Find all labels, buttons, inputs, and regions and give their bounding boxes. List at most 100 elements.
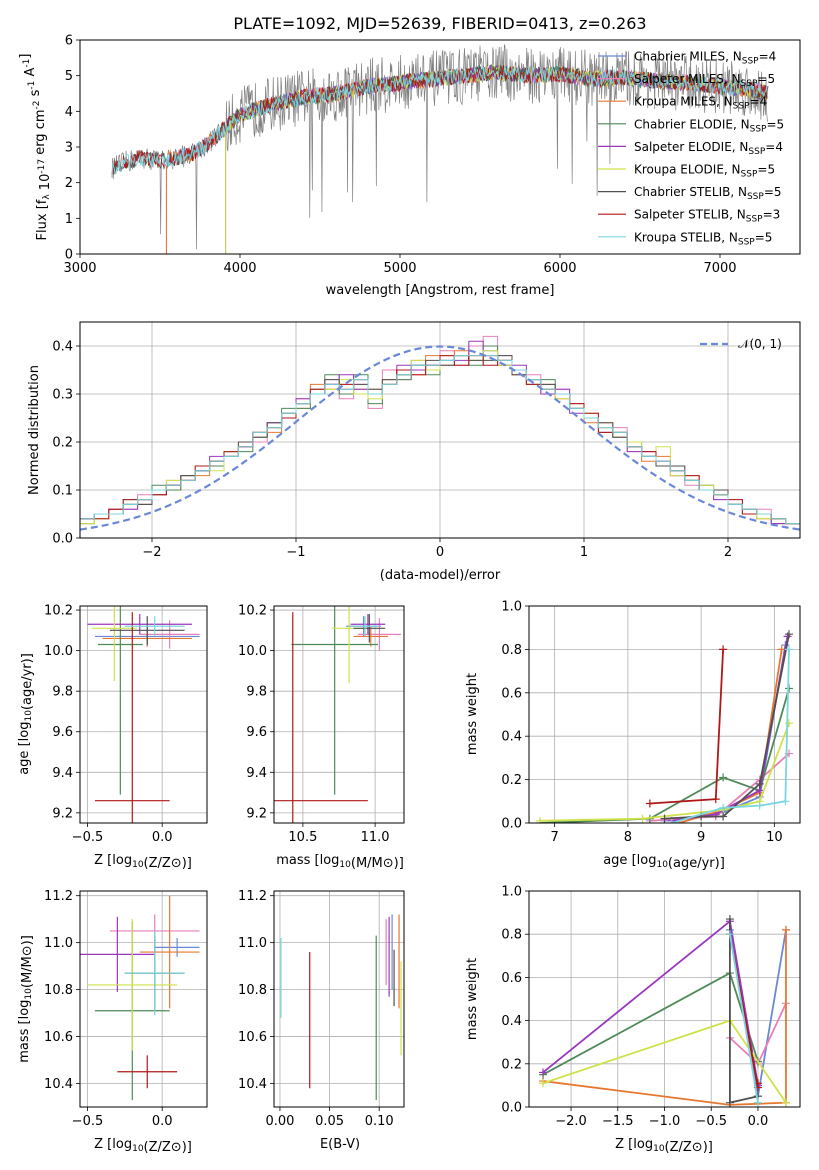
weight-vs-z-ylabel-part: mass weight <box>465 958 480 1040</box>
mass-vs-z-panel: −0.5 0.0 10.4 10.6 10.8 11.0 11.2 <box>44 889 208 1129</box>
mass-vs-z-ylabel-part: (M/M⊙)] <box>20 935 35 988</box>
weight-vs-age-ylabel: mass weight <box>465 673 480 755</box>
legend-entry-sub: SSP <box>741 170 758 180</box>
weight-vs-age-lines <box>535 630 794 823</box>
age-vs-mass-ytick-label: 10.2 <box>238 604 267 619</box>
age-vs-z-xlabel: Z [log10(Z/Z⊙)] <box>94 853 192 871</box>
age-vs-z-ylabel-sub: 10 <box>24 710 34 722</box>
spectrum-panel: 3000 4000 5000 6000 7000 0 1 2 3 4 5 6 Chabrier MILE… <box>63 34 801 276</box>
residuals-xtick-label: 0 <box>436 545 444 560</box>
weight-marker <box>781 797 790 806</box>
weight-vs-z-ytick-label: 0.4 <box>501 1014 522 1029</box>
mass-vs-z-ylabel-part: mass [ <box>17 1019 32 1062</box>
legend-entry-sub: SSP <box>746 215 763 225</box>
weight-vs-age-xtick-label: 10 <box>766 830 783 845</box>
legend-entry-sub: SSP <box>748 147 765 157</box>
age-vs-z-ytick-label: 9.8 <box>52 685 73 700</box>
age-vs-z-xlabel-sub: 10 <box>132 860 144 870</box>
weight-vs-z-panel: −2.0 −1.5 −1.0 −0.5 0.0 0.0 0.2 0.4 0.6 0.8 1.0 <box>501 885 801 1129</box>
legend-entry-main: Kroupa STELIB, N <box>634 230 738 244</box>
residuals-ytick-label: 0.2 <box>52 436 73 451</box>
weight-vs-z-ytick-label: 0.8 <box>501 928 522 943</box>
spectrum-ylabel-part: l <box>35 229 50 233</box>
age-vs-mass-panel: 10.5 11.0 9.2 9.4 9.6 9.8 10.0 10.2 <box>238 604 405 845</box>
mass-vs-z-ytick-label: 10.4 <box>44 1077 73 1092</box>
residuals-xlabel-part: (data-mode <box>380 568 456 583</box>
legend-entry: Chabrier MILES, NSSP=4 <box>634 50 776 67</box>
mass-vs-ebv-ytick-label: 11.2 <box>238 889 267 904</box>
weight-vs-age-ylabel-part: mass weight <box>465 673 480 755</box>
spectrum-xtick-label: 7000 <box>703 261 736 276</box>
age-vs-mass-ytick-label: 9.6 <box>246 725 267 740</box>
legend-entry-tail: =4 <box>765 140 783 154</box>
residual-histogram <box>80 355 800 525</box>
residuals-xtick-label: −1 <box>286 545 305 560</box>
legend-entry-main: Chabrier MILES, N <box>634 50 742 64</box>
mass-vs-ebv-frame <box>273 890 405 1108</box>
age-vs-z-ytick-label: 9.4 <box>52 766 73 781</box>
spectrum-ylabel-sup: -1 <box>22 59 32 68</box>
weight-vs-z-ytick-label: 0.2 <box>501 1057 522 1072</box>
weight-vs-z-ylabel: mass weight <box>465 958 480 1040</box>
age-vs-mass-xlabel-sub: 10 <box>339 860 351 870</box>
age-vs-mass-xlabel-part: mass [ <box>276 853 319 868</box>
age-vs-z-ytick-label: 10.2 <box>44 604 73 619</box>
legend-entry-tail: =5 <box>764 185 782 199</box>
spectrum-model-line <box>111 65 769 177</box>
age-vs-z-ytick-label: 10.0 <box>44 644 73 659</box>
mass-vs-z-ytick-label: 11.2 <box>44 889 73 904</box>
weight-vs-age-xlabel: age [log10(age/yr)] <box>603 853 725 871</box>
age-vs-z-frame <box>79 605 208 824</box>
spectrum-ylabel-part: A <box>23 67 38 80</box>
weight-marker <box>785 645 794 654</box>
age-vs-mass-ytick-label: 9.4 <box>246 766 267 781</box>
legend-entry-sub: SSP <box>741 79 758 89</box>
weight-vs-z-xlabel-part: (Z/Z⊙)] <box>665 1140 713 1155</box>
mass-vs-z-xtick-label: −0.5 <box>72 1114 104 1129</box>
spectrum-xtick-label: 4000 <box>223 261 256 276</box>
weight-marker <box>719 812 728 821</box>
weight-marker <box>535 816 544 823</box>
weight-marker <box>539 1079 548 1088</box>
weight-marker <box>755 801 764 810</box>
age-vs-mass-ytick-label: 10.0 <box>238 644 267 659</box>
legend-entry: Salpeter ELODIE, NSSP=4 <box>634 140 783 157</box>
mass-vs-ebv-ytick-label: 10.6 <box>238 1030 267 1045</box>
legend-entry-tail: =4 <box>750 95 768 109</box>
age-vs-mass-xlabel-part: log <box>320 853 340 868</box>
spectrum-ytick-label: 0 <box>65 248 73 263</box>
weight-marker <box>753 1098 762 1107</box>
legend-entry-sub: SSP <box>733 102 750 112</box>
weight-vs-age-ytick-label: 0.4 <box>501 730 522 745</box>
mass-vs-z-ytick-label: 10.6 <box>44 1030 73 1045</box>
axis-labels: wavelength [Angstrom, rest frame]Flux [f… <box>17 54 725 1155</box>
weight-marker <box>755 779 764 788</box>
mass-vs-z-xlabel: Z [log10(Z/Z⊙)] <box>94 1137 192 1155</box>
weight-line <box>664 634 790 820</box>
mass-vs-z-xlabel-part: (Z/Z⊙)] <box>144 1140 192 1155</box>
legend-entry-tail: =5 <box>755 230 773 244</box>
legend-entry-main: Kroupa MILES, N <box>634 95 733 109</box>
age-vs-z-ylabel-part: (age/yr)] <box>20 653 35 710</box>
mass-vs-ebv-xlabel: E(B-V) <box>320 1137 360 1152</box>
weight-vs-z-xlabel-sub: 10 <box>653 1144 665 1154</box>
weight-vs-z-lines <box>539 915 790 1107</box>
mass-vs-ebv-xtick-label: 0.00 <box>265 1114 294 1129</box>
residuals-legend-label: 𝒩(0, 1) <box>738 337 782 351</box>
legend-entry-sub: SSP <box>747 192 764 202</box>
legend-entry-main: Salpeter MILES, N <box>634 72 741 86</box>
spectrum-ylabel-part: F <box>35 233 50 240</box>
weight-vs-age-xlabel-part: log <box>637 853 657 868</box>
age-vs-mass-xtick-label: 11.0 <box>361 830 390 845</box>
spectrum-xlabel: wavelength [Angstrom, rest frame] <box>326 283 555 298</box>
mass-vs-z-xtick-label: 0.0 <box>152 1114 173 1129</box>
mass-vs-ebv-panel: 0.00 0.05 0.10 10.4 10.6 10.8 11.0 11.2 <box>238 889 405 1129</box>
weight-marker <box>719 803 728 812</box>
weight-vs-z-xtick-label: −1.5 <box>602 1114 634 1129</box>
mass-vs-z-grid <box>80 891 207 1107</box>
weight-vs-z-xlabel-part: Z [ <box>615 1137 633 1152</box>
mass-vs-z-xlabel-part: Z [ <box>94 1137 112 1152</box>
spectrum-xlabel-part: wave <box>326 283 360 298</box>
